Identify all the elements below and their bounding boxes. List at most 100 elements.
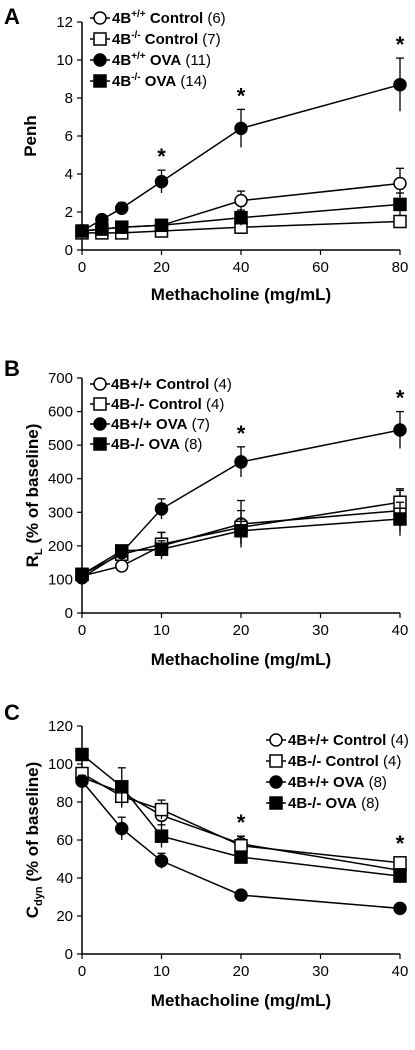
data-point — [234, 524, 248, 538]
y-tick-label: 4 — [65, 166, 73, 183]
x-tick-label: 60 — [312, 259, 329, 276]
y-tick-label: 100 — [48, 571, 73, 588]
x-tick-label: 0 — [78, 259, 86, 276]
legend-label-main: 4B+/+ Control — [111, 376, 209, 393]
significance-star: * — [237, 810, 246, 835]
data-point — [393, 423, 407, 437]
y-tick-label: 200 — [48, 538, 73, 555]
data-point — [234, 850, 248, 864]
data-point — [154, 174, 169, 189]
legend-label-count: (4) — [379, 753, 402, 770]
legend-label-main: 4B-/- OVA — [111, 436, 180, 453]
significance-star: * — [396, 32, 405, 57]
legend-marker — [93, 437, 107, 451]
data-point — [115, 220, 129, 234]
data-point — [115, 780, 129, 794]
legend-label: 4B-/- OVA (14) — [112, 72, 207, 90]
legend-entry: 4B-/- OVA (8) — [90, 436, 202, 453]
legend-label-main: 4B — [112, 31, 131, 48]
legend-label-group: Control — [141, 31, 199, 48]
legend-entry: 4B-/- OVA (8) — [266, 795, 379, 812]
legend-marker — [93, 74, 107, 88]
legend-label: 4B+/+ OVA (11) — [112, 51, 211, 69]
data-point — [115, 559, 129, 573]
data-point — [234, 888, 248, 902]
legend-label: 4B-/- OVA (8) — [111, 436, 202, 453]
legend-label-group: OVA — [146, 52, 182, 69]
x-tick-label: 40 — [392, 963, 409, 980]
significance-star: * — [237, 421, 246, 446]
panel-b: 0 100 200 300 400 500 600 700 0 10 20 30 40 Methachol… — [23, 370, 408, 669]
legend-label: 4B-/- Control (4) — [288, 753, 401, 770]
panel-letter-c: C — [4, 700, 20, 725]
x-tick-label: 20 — [233, 622, 250, 639]
data-point — [393, 176, 407, 191]
y-axis-label-main: C — [23, 906, 42, 918]
y-tick-label: 6 — [65, 128, 73, 145]
data-point — [154, 542, 169, 556]
y-tick-label: 20 — [56, 908, 73, 925]
data-point — [154, 802, 169, 817]
legend-marker — [93, 417, 107, 431]
panel-a: 0 2 4 6 8 10 12 0 20 40 60 80 Methacholine (mg/mL) Pe… — [21, 9, 408, 304]
legend-entry: 4B-/- Control (7) — [90, 30, 221, 48]
legend-label: 4B+/+ Control (4) — [288, 732, 409, 749]
y-axis-label: Penh — [21, 115, 40, 157]
legend-label-superscript: +/+ — [131, 51, 146, 62]
legend-marker — [93, 53, 107, 67]
x-tick-label: 10 — [153, 963, 170, 980]
legend-marker — [93, 32, 107, 46]
legend-label-count: (8) — [364, 774, 387, 791]
significance-star: * — [396, 386, 405, 411]
data-point — [393, 901, 407, 916]
y-tick-label: 100 — [48, 756, 73, 773]
x-axis-label: Methacholine (mg/mL) — [151, 650, 331, 669]
legend-label-main: 4B+/+ OVA — [288, 774, 365, 791]
data-point — [234, 838, 248, 853]
data-point — [234, 193, 248, 208]
legend-entry: 4B+/+ OVA (7) — [90, 416, 210, 433]
y-tick-label: 700 — [48, 370, 73, 387]
y-tick-label: 12 — [56, 14, 73, 31]
series-2 — [75, 57, 407, 238]
data-point — [393, 512, 407, 526]
panel-c: 0 20 40 60 80 100 120 0 10 20 30 40 Methacholine (mg… — [23, 718, 409, 1010]
legend-label-count: (7) — [187, 416, 210, 433]
legend-label-superscript: -/- — [131, 72, 140, 83]
legend-label-count: (4) — [202, 396, 225, 413]
y-tick-label: 0 — [65, 242, 73, 259]
data-point — [234, 455, 248, 469]
data-point — [75, 571, 89, 585]
data-point — [75, 774, 89, 788]
legend-label-count: (7) — [198, 31, 221, 48]
y-axis-label: Cdyn (% of baseline) — [23, 762, 45, 919]
y-tick-label: 80 — [56, 794, 73, 811]
panel-letter-b: B — [4, 356, 20, 381]
legend-marker — [93, 397, 107, 411]
legend-entry: 4B+/+ Control (6) — [90, 9, 226, 27]
legend-label-group: Control — [146, 10, 204, 27]
legend-marker — [93, 377, 107, 391]
y-tick-label: 2 — [65, 204, 73, 221]
data-point — [393, 77, 407, 92]
legend-label: 4B+/+ OVA (7) — [111, 416, 210, 433]
y-tick-label: 8 — [65, 90, 73, 107]
data-point — [393, 214, 407, 229]
data-point — [393, 197, 407, 212]
legend-label-count: (14) — [176, 73, 207, 90]
series-3 — [75, 747, 407, 883]
x-tick-label: 20 — [233, 963, 250, 980]
y-tick-label: 400 — [48, 471, 73, 488]
data-point — [115, 821, 129, 836]
data-point — [393, 869, 407, 883]
legend-entry: 4B-/- Control (4) — [90, 396, 224, 413]
legend-label-main: 4B+/+ OVA — [111, 416, 188, 433]
legend-entry: 4B+/+ OVA (11) — [90, 51, 211, 69]
legend-label: 4B+/+ Control (6) — [112, 9, 226, 27]
y-tick-label: 40 — [56, 870, 73, 887]
y-axis-label-rest: (% of baseline) — [23, 762, 42, 887]
legend-entry: 4B+/+ Control (4) — [266, 732, 409, 749]
data-point — [393, 856, 407, 870]
y-tick-label: 0 — [65, 605, 73, 622]
